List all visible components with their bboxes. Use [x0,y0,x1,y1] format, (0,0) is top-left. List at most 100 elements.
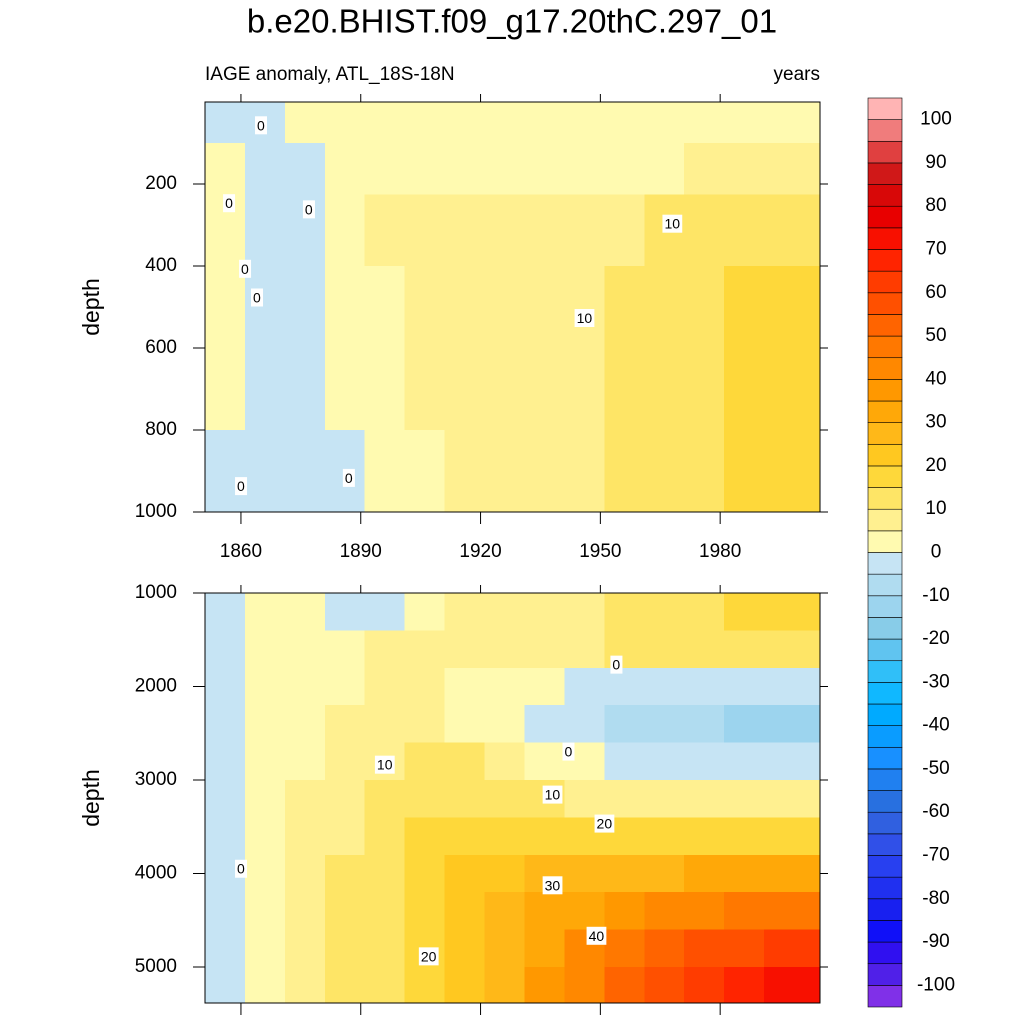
contour-cell [244,630,286,669]
contour-cell [724,630,765,669]
y-tick-label: 4000 [135,863,177,884]
colorbar-box [867,725,903,748]
contour-cell [205,667,246,706]
contour-cell [205,780,246,818]
y-tick-label: 1000 [135,582,177,603]
contour-label-bg [251,288,264,307]
contour-cell [564,102,605,144]
contour-cell [364,194,406,267]
contour-label-bg [562,742,575,761]
contour-cell [484,705,525,744]
contour-cell [364,705,406,744]
contour-cell [604,742,645,781]
contour-cell [484,967,525,1004]
colorbar-box [867,487,903,510]
contour-cell [284,348,326,431]
contour-cell [324,817,366,856]
contour-cell [724,742,765,781]
contour-label: 10 [577,310,593,326]
contour-label-bg [610,655,623,674]
colorbar-box [867,920,903,943]
contour-cell [644,929,685,968]
colorbar-box [867,400,903,423]
colorbar-box [867,465,903,488]
contour-cell [364,929,406,968]
contour-cell [205,705,246,744]
contour-cell [284,780,326,818]
colorbar-label: 20 [925,455,946,476]
contour-cell [684,667,725,706]
contour-cell [644,630,685,669]
contour-cell [644,593,685,631]
contour-cell [324,705,366,744]
colorbar-box [867,205,903,229]
contour-cell [364,593,406,631]
contour-cell [604,593,645,631]
contour-cell [364,430,406,513]
contour-cell [364,817,406,856]
contour-cell [764,854,821,893]
contour-cell [484,817,525,856]
contour-label: 0 [305,201,313,217]
y-axis-label: depth [78,769,104,827]
contour-cell [364,348,406,431]
contour-cell [764,817,821,856]
contour-cell [324,194,366,267]
contour-cell [564,194,605,267]
contour-cell [604,892,645,931]
contour-cell [684,194,725,267]
contour-cell [284,705,326,744]
contour-cell [404,780,446,818]
colorbar-label: -80 [922,888,949,909]
contour-cell [244,194,286,267]
contour-cell [764,967,821,1004]
colorbar-box [867,898,903,921]
colorbar-label: 0 [931,542,942,563]
contour-cell [724,705,765,744]
contour-cell [205,348,246,431]
contour-cell [284,430,326,513]
contour-cell [244,817,286,856]
contour-cell [604,430,645,513]
contour-field [205,593,821,1004]
contour-label: 0 [237,861,245,877]
colorbar-box [867,97,903,120]
contour-cell [644,742,685,781]
contour-cell [484,742,525,781]
contour-cell [764,348,821,431]
contour-cell [724,430,765,513]
contour-cell [684,817,725,856]
contour-cell [644,817,685,856]
contour-label: 0 [253,290,261,306]
contour-cell [644,348,685,431]
contour-cell [444,194,486,267]
contour-cell [484,892,525,931]
contour-label-bg [418,947,439,966]
x-tick-label: 1890 [340,541,382,562]
colorbar-box [867,682,903,705]
contour-cell [284,742,326,781]
contour-cell [444,854,486,893]
contour-label: 10 [377,757,393,773]
contour-field [205,102,821,513]
contour-cell [684,630,725,669]
y-tick-label: 3000 [135,769,177,790]
contour-cell [205,967,246,1004]
contour-cell [724,780,765,818]
contour-cell [404,667,446,706]
contour-label-bg [302,200,315,219]
contour-label: 40 [589,928,605,944]
contour-label: 0 [237,478,245,494]
contour-cell [684,348,725,431]
contour-cell [324,854,366,893]
colorbar-label: 50 [925,325,946,346]
contour-cell [404,817,446,856]
y-tick-label: 5000 [135,956,177,977]
contour-cell [404,705,446,744]
x-tick-label: 1980 [699,541,741,562]
contour-cell [244,780,286,818]
contour-cell [444,892,486,931]
contour-cell [764,929,821,968]
contour-cell [324,780,366,818]
contour-cell [644,705,685,744]
